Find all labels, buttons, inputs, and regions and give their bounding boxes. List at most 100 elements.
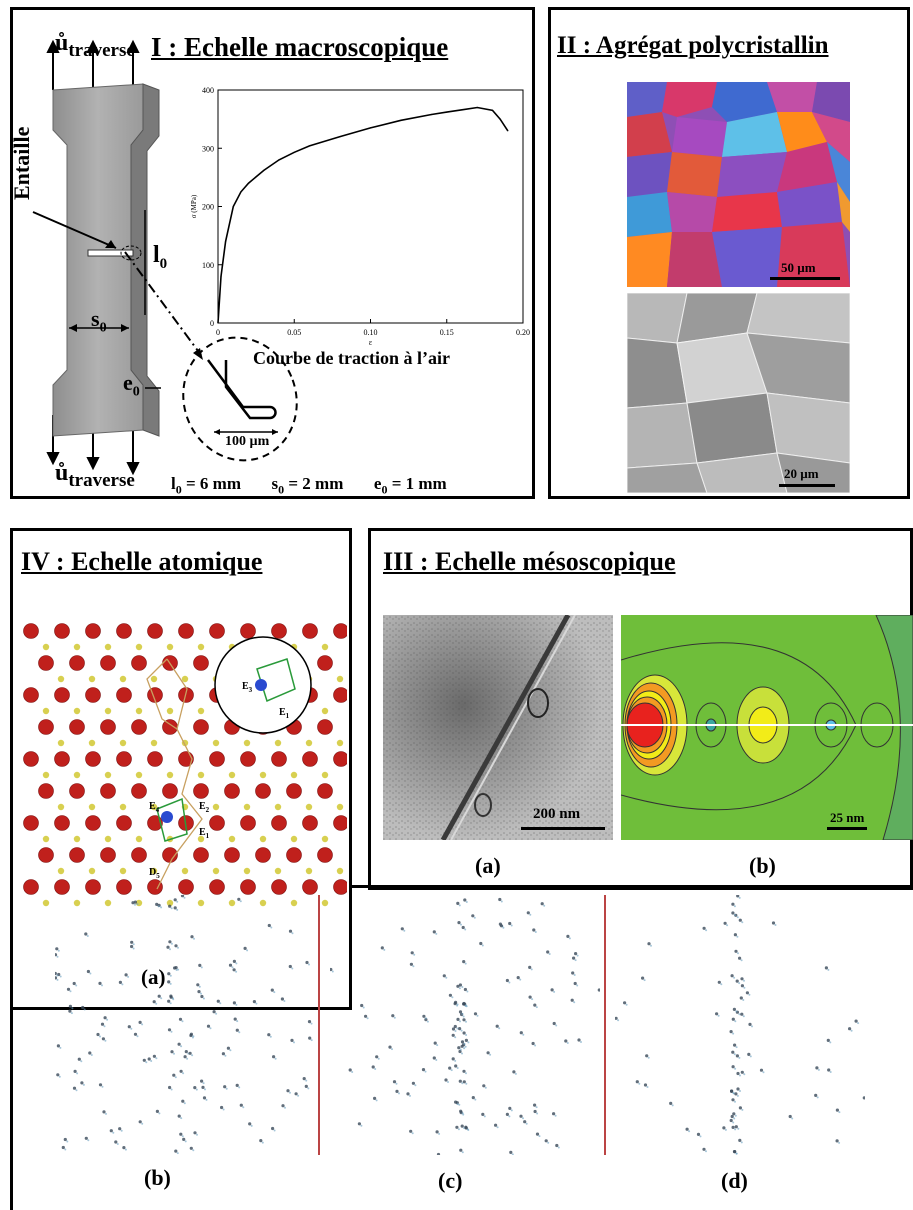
- solute-atom: [461, 1052, 463, 1055]
- solute-atom: [202, 997, 205, 1000]
- solute-atom: [380, 946, 384, 950]
- solute-atom: [72, 981, 76, 986]
- solute-atom: [360, 1124, 363, 1127]
- solute-atom: [174, 1076, 177, 1079]
- solute-atom: [168, 1085, 172, 1090]
- solute-atom: [96, 1032, 100, 1037]
- solute-atom: [736, 1071, 740, 1076]
- solute-atom: [463, 1042, 466, 1045]
- solute-atom: [170, 942, 173, 945]
- solute-atom: [473, 916, 476, 919]
- solute-atom: [538, 1135, 541, 1138]
- solute-atom: [172, 998, 175, 1001]
- solute-atom: [114, 1140, 118, 1144]
- solute-atom: [735, 1046, 738, 1049]
- solute-atom: [486, 1051, 490, 1055]
- small-atom: [181, 867, 189, 875]
- solute-atom: [200, 992, 202, 995]
- solute-atom: [360, 1003, 364, 1008]
- solute-atom: [261, 1141, 264, 1144]
- y-tick-label: 200: [202, 203, 214, 212]
- small-atom: [73, 835, 81, 843]
- atom-label: E3: [242, 681, 253, 694]
- small-atom: [243, 867, 251, 875]
- solute-atom: [573, 981, 577, 986]
- small-atom: [88, 803, 96, 811]
- solute-atom: [461, 1082, 464, 1085]
- solute-atom: [732, 1032, 735, 1035]
- solute-atom: [736, 895, 740, 898]
- large-atom: [38, 655, 54, 671]
- solute-atom: [454, 1030, 457, 1032]
- solute-atom: [850, 1029, 853, 1032]
- small-atom: [243, 803, 251, 811]
- solute-atom: [305, 1079, 308, 1082]
- solute-atom: [103, 1016, 107, 1020]
- large-atom: [85, 879, 101, 895]
- solute-atom: [395, 1089, 399, 1093]
- large-atom: [116, 751, 132, 767]
- solute-atom: [141, 1122, 144, 1125]
- solute-atom: [412, 965, 415, 968]
- solute-atom: [280, 997, 284, 1001]
- solute-atom: [702, 1147, 706, 1151]
- solute-atom: [130, 1027, 133, 1030]
- solute-atom: [508, 1115, 511, 1118]
- solute-atom: [731, 1098, 735, 1102]
- solute-atom: [733, 1053, 736, 1056]
- solute-atom: [835, 1139, 839, 1143]
- solute-atom: [259, 1139, 263, 1143]
- meso-label-a: (a): [475, 853, 501, 878]
- solute-atom: [462, 1031, 466, 1035]
- atom-label: D5: [149, 867, 160, 880]
- solute-atom: [453, 1024, 457, 1029]
- solute-atom: [502, 926, 505, 929]
- solute-atom: [457, 1128, 460, 1131]
- solute-atom: [98, 981, 102, 985]
- notch-detail: [182, 336, 298, 462]
- solute-atom: [142, 1058, 146, 1062]
- small-atom: [197, 899, 205, 907]
- solute-atom: [267, 1033, 271, 1037]
- solute-atom: [237, 897, 241, 901]
- solute-atom: [743, 1073, 746, 1076]
- solute-atom: [362, 1006, 365, 1009]
- solute-atom: [741, 921, 744, 924]
- notch-label: Entaille: [9, 126, 34, 200]
- velocity-top-label: ůtraverse: [55, 30, 135, 61]
- migration-path: [146, 658, 178, 730]
- solute-atom: [444, 1078, 448, 1082]
- dim-s0: s0 = 2 mm: [271, 474, 344, 497]
- solute-atom: [409, 962, 413, 966]
- solute-atom: [729, 1118, 733, 1123]
- solute-atom: [224, 1054, 227, 1057]
- solute-atom: [748, 993, 751, 996]
- solute-atom: [617, 1019, 620, 1022]
- solute-atom: [221, 1052, 225, 1056]
- solute-atom: [89, 972, 92, 975]
- solute-atom: [734, 1128, 737, 1131]
- solute-atom: [270, 988, 274, 992]
- scale-bar: [521, 827, 605, 830]
- solute-atom: [816, 1096, 819, 1099]
- solute-atom: [239, 900, 242, 903]
- solute-atom: [762, 1071, 765, 1074]
- solute-atom: [411, 1132, 414, 1135]
- solute-atom: [223, 1085, 227, 1089]
- solute-atom: [177, 1114, 181, 1118]
- solute-atom: [462, 1015, 465, 1018]
- solute-atom: [615, 1016, 618, 1020]
- solute-atom: [177, 946, 179, 949]
- solute-atom: [193, 1086, 197, 1090]
- solute-atom: [540, 902, 544, 906]
- solute-atom: [308, 963, 310, 966]
- data-point: [499, 118, 501, 120]
- solute-atom: [179, 1069, 183, 1073]
- solute-atom: [189, 1033, 193, 1038]
- data-point: [225, 240, 227, 243]
- velocity-bottom-label: ůtraverse: [55, 460, 135, 491]
- solute-atom: [82, 1083, 85, 1086]
- solute-atom: [195, 1088, 198, 1091]
- solute-atom: [373, 1096, 377, 1100]
- data-point: [263, 169, 265, 171]
